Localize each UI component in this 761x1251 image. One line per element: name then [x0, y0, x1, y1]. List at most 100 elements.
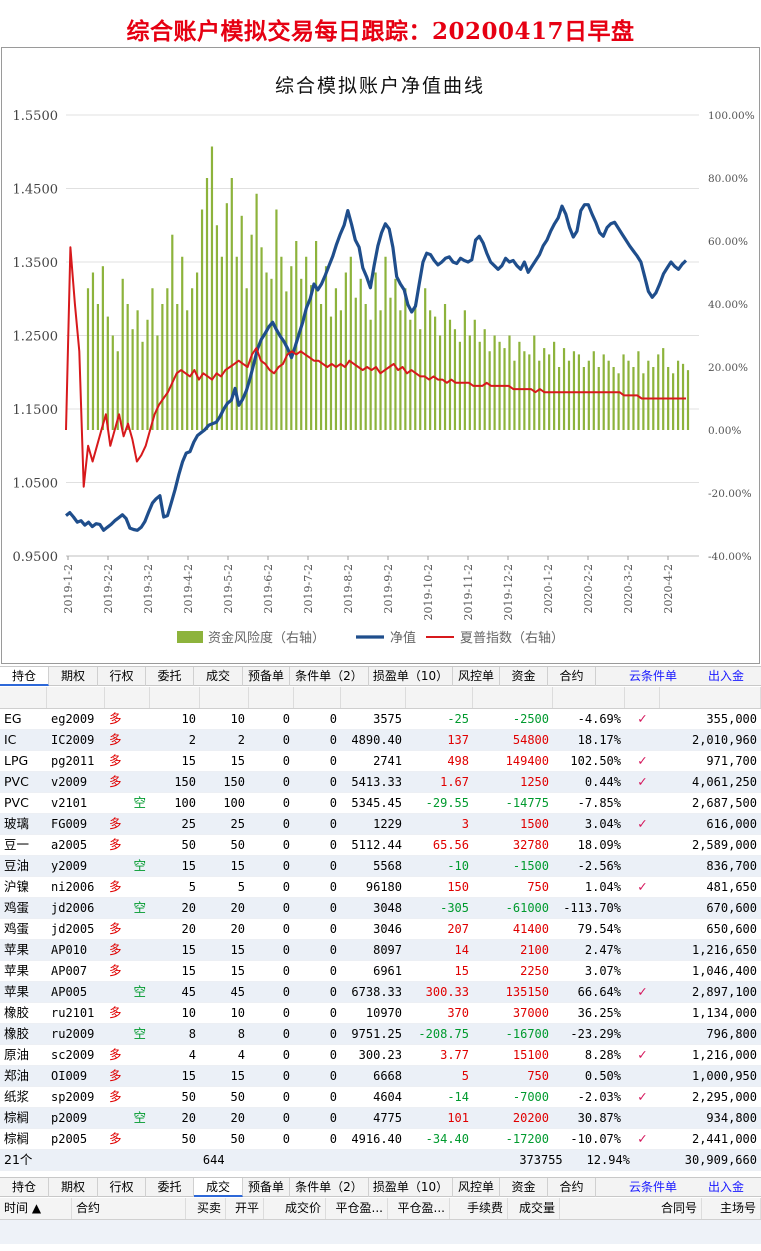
- tab-9[interactable]: 资金: [500, 667, 548, 686]
- trade-column-header[interactable]: 开平: [226, 1198, 264, 1219]
- column-header[interactable]: [625, 687, 660, 708]
- tab-4[interactable]: 成交: [194, 1178, 243, 1197]
- position-row[interactable]: LPG pg2011 多 15 15 0 0 2741 498 149400 102.50% ✓ 971…: [0, 751, 761, 772]
- position-cell: 150: [223, 775, 245, 789]
- tab-1[interactable]: 期权: [49, 1178, 98, 1197]
- column-header[interactable]: [473, 687, 553, 708]
- right-axis-tick: -40.00%: [708, 551, 752, 563]
- tab-10[interactable]: 合约: [548, 1178, 596, 1197]
- column-header[interactable]: [294, 687, 341, 708]
- deposit-withdraw-link[interactable]: 出入金: [707, 1180, 744, 1194]
- position-row[interactable]: 苹果 AP005 空 45 45 0 0 6738.33 300.33 135150 66.64% ✓…: [0, 982, 761, 1003]
- risk-bar: [101, 266, 104, 430]
- trade-column-header[interactable]: 平仓盈...: [326, 1198, 388, 1219]
- position-row[interactable]: 鸡蛋 jd2005 多 20 20 0 0 3046 207 41400 79.54% 650,600: [0, 919, 761, 940]
- tab-5[interactable]: 预备单: [243, 1178, 290, 1197]
- tab-1[interactable]: 期权: [49, 667, 98, 686]
- column-header[interactable]: [47, 687, 105, 708]
- tab-2[interactable]: 行权: [98, 1178, 146, 1197]
- tab-9[interactable]: 资金: [500, 1178, 548, 1197]
- risk-bar: [359, 278, 362, 430]
- tab-6[interactable]: 条件单（2）: [290, 1178, 369, 1197]
- position-cell: 棕榈: [4, 1131, 30, 1146]
- column-header[interactable]: [553, 687, 625, 708]
- position-cell: 1,046,400: [691, 964, 757, 978]
- risk-bar: [126, 304, 129, 430]
- trade-column-header[interactable]: 合同号: [560, 1198, 702, 1219]
- tab-3[interactable]: 委托: [146, 1178, 194, 1197]
- trade-column-header[interactable]: 平仓盈...: [388, 1198, 450, 1219]
- position-row[interactable]: 橡胶 ru2009 空 8 8 0 0 9751.25 -208.75 -16700 -23.29%…: [0, 1024, 761, 1045]
- left-axis-tick: 1.5500: [13, 109, 59, 124]
- risk-bar: [136, 310, 139, 430]
- x-axis-tick: 2019-2-2: [102, 564, 115, 613]
- summary-cell: 30,909,660: [684, 1153, 757, 1167]
- risk-bar: [657, 354, 660, 430]
- position-row[interactable]: 豆一 a2005 多 50 50 0 0 5112.44 65.56 32780 18.09% 2,5…: [0, 835, 761, 856]
- position-row[interactable]: 苹果 AP007 多 15 15 0 0 6961 15 2250 3.07% 1,046,400: [0, 961, 761, 982]
- trade-column-header[interactable]: 手续费: [450, 1198, 508, 1219]
- summary-cell: [229, 1150, 492, 1170]
- column-header[interactable]: [200, 687, 249, 708]
- tab-8[interactable]: 风控单: [453, 667, 500, 686]
- trade-column-header[interactable]: 合约: [72, 1198, 186, 1219]
- position-row[interactable]: 玻璃 FG009 多 25 25 0 0 1229 3 1500 3.04% ✓ 616,000: [0, 814, 761, 835]
- tab-6[interactable]: 条件单（2）: [290, 667, 369, 686]
- risk-bar: [250, 234, 253, 430]
- position-cell: 3575: [373, 712, 402, 726]
- position-cell: 20: [230, 922, 245, 936]
- tab-7[interactable]: 损盈单（10）: [369, 667, 453, 686]
- column-header[interactable]: [105, 687, 150, 708]
- position-row[interactable]: 苹果 AP010 多 15 15 0 0 8097 14 2100 2.47% 1,216,650: [0, 940, 761, 961]
- trades-table: 时间 ▲ 合约 买卖 开平 成交价 平仓盈... 平仓盈... 手续费 成交量 合同号 主场号: [0, 1198, 761, 1244]
- position-row[interactable]: 原油 sc2009 多 4 4 0 0 300.23 3.77 15100 8.28% ✓ 1,216,…: [0, 1045, 761, 1066]
- trade-column-header[interactable]: 主场号: [702, 1198, 761, 1219]
- right-axis-tick: 80.00%: [708, 173, 748, 185]
- position-cell: 934,800: [706, 1111, 757, 1125]
- risk-bar: [409, 319, 412, 430]
- tab-0[interactable]: 持仓: [0, 667, 49, 686]
- tab-3[interactable]: 委托: [146, 667, 194, 686]
- trade-column-header[interactable]: 成交量: [508, 1198, 560, 1219]
- column-header[interactable]: [249, 687, 294, 708]
- position-cell: 多: [109, 732, 122, 747]
- tab-5[interactable]: 预备单: [243, 667, 290, 686]
- position-row[interactable]: IC IC2009 多 2 2 0 0 4890.40 137 54800 18.17% 2,010,…: [0, 730, 761, 751]
- position-row[interactable]: 棕榈 p2005 多 50 50 0 0 4916.40 -34.40 -17200 -10.07%…: [0, 1129, 761, 1150]
- tab-10[interactable]: 合约: [548, 667, 596, 686]
- trade-column-header[interactable]: 时间 ▲: [0, 1198, 72, 1219]
- trade-column-header[interactable]: 成交价: [264, 1198, 326, 1219]
- position-row[interactable]: 鸡蛋 jd2006 空 20 20 0 0 3048 -305 -61000 -113.70% 670…: [0, 898, 761, 919]
- tab-4[interactable]: 成交: [194, 667, 243, 686]
- deposit-withdraw-link[interactable]: 出入金: [707, 669, 744, 683]
- position-row[interactable]: 郑油 OI009 多 15 15 0 0 6668 5 750 0.50% 1,000,950: [0, 1066, 761, 1087]
- position-row[interactable]: 橡胶 ru2101 多 10 10 0 0 10970 370 37000 36.25% 1,134,…: [0, 1003, 761, 1024]
- trade-column-header[interactable]: 买卖: [186, 1198, 226, 1219]
- tab-7[interactable]: 损盈单（10）: [369, 1178, 453, 1197]
- position-row[interactable]: PVC v2101 空 100 100 0 0 5345.45 -29.55 -14775 -7.8…: [0, 793, 761, 814]
- column-header[interactable]: [660, 687, 761, 708]
- stop-profit-check-icon: ✓: [637, 1089, 648, 1104]
- column-header[interactable]: [406, 687, 473, 708]
- cloud-condition-order-link[interactable]: 云条件单: [628, 669, 677, 683]
- column-header[interactable]: [0, 687, 47, 708]
- risk-bar: [275, 209, 278, 430]
- position-row[interactable]: 纸浆 sp2009 多 50 50 0 0 4604 -14 -7000 -2.03% ✓ 2,295,…: [0, 1087, 761, 1108]
- position-cell: 498: [447, 754, 469, 768]
- position-row[interactable]: EG eg2009 多 10 10 0 0 3575 -25 -2500 -4.69% ✓ 355,00…: [0, 709, 761, 730]
- position-cell: -17200: [505, 1132, 549, 1146]
- stop-profit-check-icon: [625, 919, 660, 939]
- position-row[interactable]: PVC v2009 多 150 150 0 0 5413.33 1.67 1250 0.44% ✓ 4,…: [0, 772, 761, 793]
- cloud-condition-order-link[interactable]: 云条件单: [628, 1180, 677, 1194]
- column-header[interactable]: [341, 687, 406, 708]
- position-row[interactable]: 沪镍 ni2006 多 5 5 0 0 96180 150 750 1.04% ✓ 481,650: [0, 877, 761, 898]
- tab-8[interactable]: 风控单: [453, 1178, 500, 1197]
- tab-2[interactable]: 行权: [98, 667, 146, 686]
- position-cell: 15: [454, 964, 469, 978]
- position-row[interactable]: 豆油 y2009 空 15 15 0 0 5568 -10 -1500 -2.56% 836,700: [0, 856, 761, 877]
- column-header[interactable]: [150, 687, 200, 708]
- position-cell: 15: [230, 754, 245, 768]
- tab-0[interactable]: 持仓: [0, 1178, 49, 1197]
- position-row[interactable]: 棕榈 p2009 空 20 20 0 0 4775 101 20200 30.87% 934,800: [0, 1108, 761, 1129]
- left-axis-tick: 1.4500: [13, 183, 59, 198]
